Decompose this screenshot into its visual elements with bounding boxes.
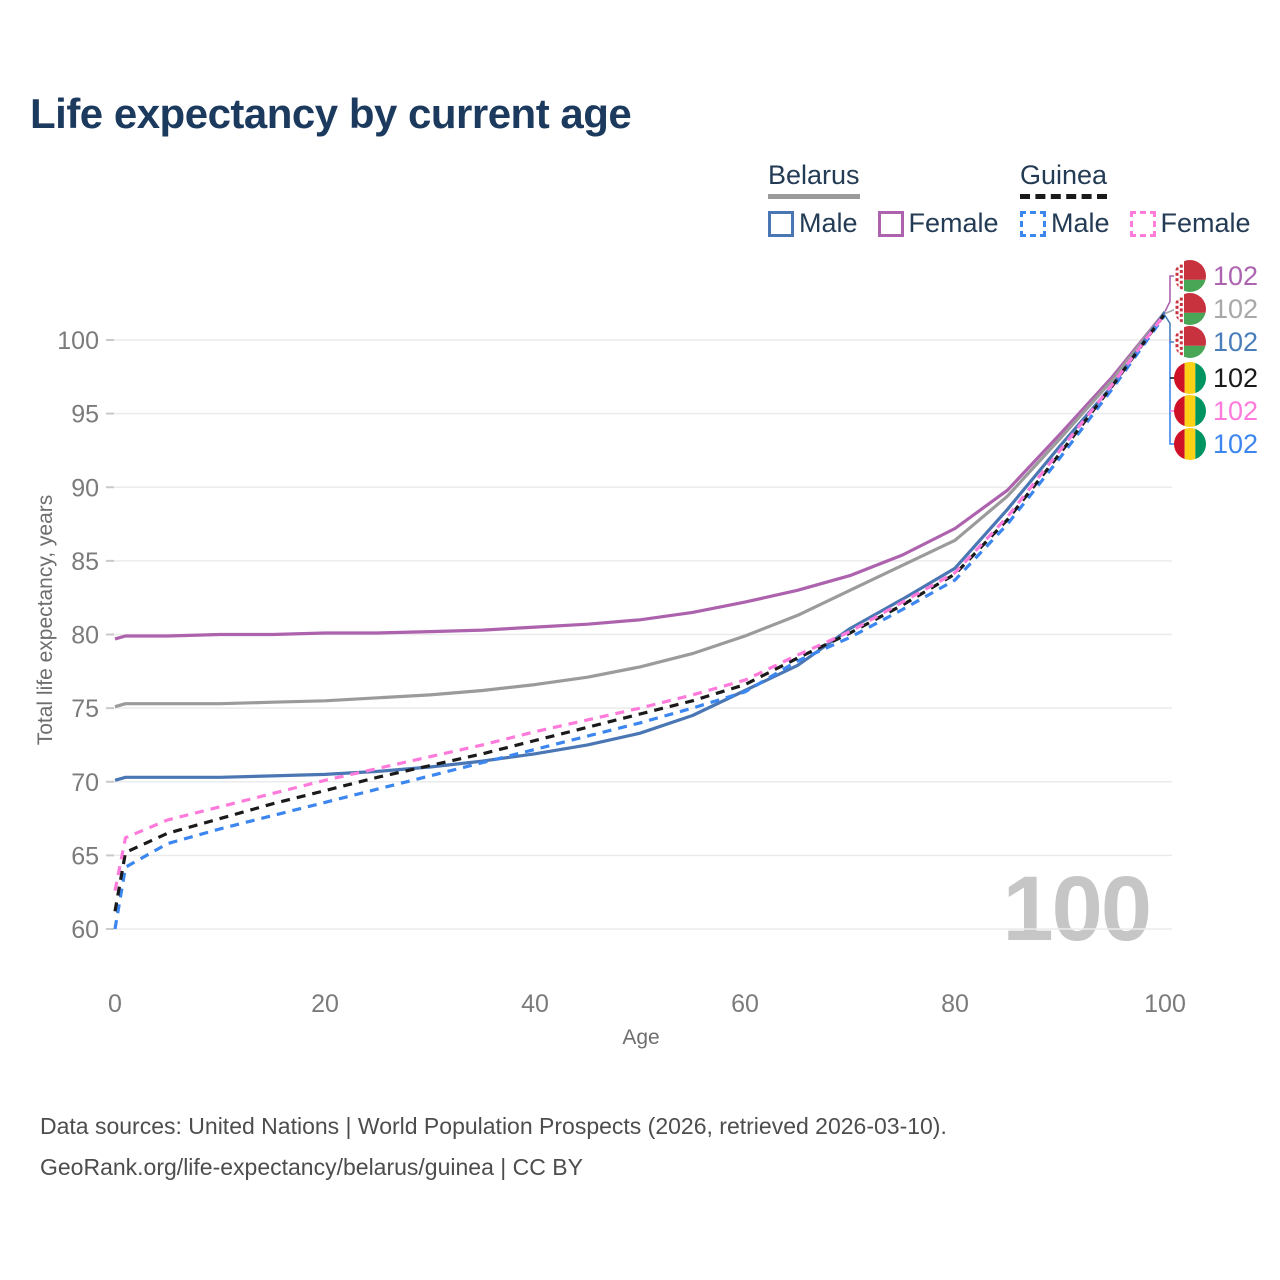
end-label-value: 102 xyxy=(1213,327,1258,357)
legend-item-belarus-male[interactable]: Male xyxy=(768,208,858,239)
legend-country-belarus-label: Belarus xyxy=(768,160,860,190)
y-tick-label: 80 xyxy=(71,622,99,650)
end-label-value: 102 xyxy=(1213,294,1258,324)
legend-item-belarus-female[interactable]: Female xyxy=(877,208,999,239)
x-tick-label: 20 xyxy=(311,990,339,1018)
end-label-value: 102 xyxy=(1213,396,1258,426)
x-axis-title: Age xyxy=(622,1026,660,1049)
y-tick-label: 65 xyxy=(71,842,99,870)
series-line-belarus-both-sexes[interactable] xyxy=(114,311,1167,709)
y-tick-label: 100 xyxy=(57,327,99,355)
series-line-guinea-male[interactable] xyxy=(113,314,1167,930)
series-line-belarus-male[interactable] xyxy=(114,311,1167,782)
x-tick-label: 80 xyxy=(941,990,969,1018)
legend-country-guinea[interactable]: Guinea xyxy=(1020,160,1108,199)
guinea-total-line-swatch xyxy=(1020,194,1108,199)
legend-country-belarus[interactable]: Belarus xyxy=(768,160,860,199)
legend-country-guinea-label: Guinea xyxy=(1020,160,1108,190)
end-label-value: 102 xyxy=(1213,429,1258,459)
x-tick-label: 0 xyxy=(108,990,122,1018)
belarus-male-swatch-icon xyxy=(768,210,794,237)
end-label-value: 102 xyxy=(1213,261,1258,291)
belarus-flag-icon xyxy=(1174,326,1206,358)
belarus-flag-icon xyxy=(1174,260,1206,292)
x-tick-label: 40 xyxy=(521,990,549,1018)
leader-line xyxy=(1164,315,1176,343)
legend-item-guinea-female[interactable]: Female xyxy=(1129,208,1251,239)
y-tick-label: 90 xyxy=(71,474,99,502)
guinea-male-swatch-icon xyxy=(1020,210,1046,237)
y-tick-label: 95 xyxy=(71,401,99,429)
legend-item-label: Female xyxy=(908,208,999,238)
belarus-female-swatch-icon xyxy=(877,210,904,237)
age-counter-watermark: 100 xyxy=(1002,858,1153,960)
footer: Data sources: United Nations | World Pop… xyxy=(40,1106,947,1188)
y-tick-label: 60 xyxy=(71,916,99,944)
legend-item-label: Male xyxy=(799,208,858,238)
end-label-value: 102 xyxy=(1213,363,1258,393)
x-tick-label: 100 xyxy=(1144,990,1186,1018)
legend-group-guinea: Guinea Male Female xyxy=(1020,160,1251,239)
y-tick-label: 85 xyxy=(71,548,99,576)
leader-line xyxy=(1164,275,1176,312)
leader-line xyxy=(1169,342,1176,445)
y-tick-label: 75 xyxy=(71,695,99,723)
legend-item-label: Female xyxy=(1160,208,1251,238)
page-title: Life expectancy by current age xyxy=(30,90,632,137)
guinea-flag-icon xyxy=(1174,362,1206,394)
data-sources-text: Data sources: United Nations | World Pop… xyxy=(40,1113,947,1139)
belarus-total-line-swatch xyxy=(768,194,860,199)
guinea-female-swatch-icon xyxy=(1129,210,1156,237)
legend-item-guinea-male[interactable]: Male xyxy=(1020,208,1110,239)
y-tick-label: 70 xyxy=(71,769,99,797)
guinea-flag-icon xyxy=(1174,428,1206,460)
x-tick-label: 60 xyxy=(731,990,759,1018)
guinea-flag-icon xyxy=(1174,395,1206,427)
belarus-flag-icon xyxy=(1174,293,1206,325)
attribution-text: GeoRank.org/life-expectancy/belarus/guin… xyxy=(40,1154,583,1180)
legend-item-label: Male xyxy=(1051,208,1110,238)
legend-group-belarus: Belarus Male Female xyxy=(768,160,999,239)
series-line-belarus-female[interactable] xyxy=(114,310,1167,641)
series-line-guinea-both-sexes[interactable] xyxy=(113,312,1167,912)
series-line-guinea-female[interactable] xyxy=(113,312,1167,892)
